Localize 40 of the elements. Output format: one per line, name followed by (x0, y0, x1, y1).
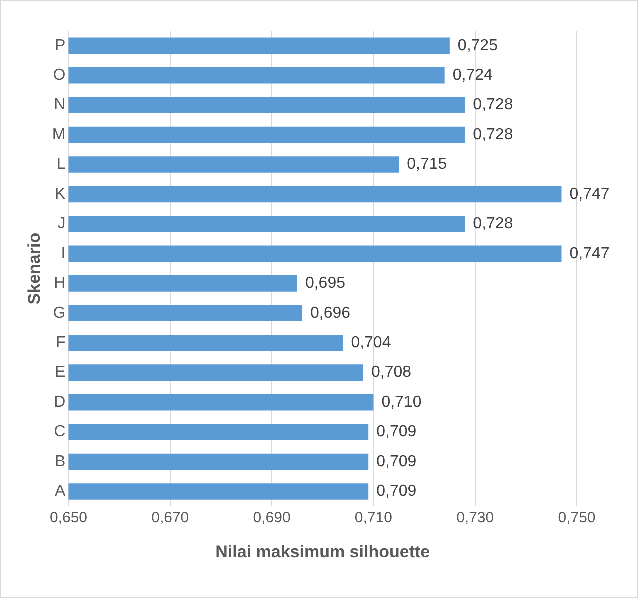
y-tick-label: J (58, 216, 66, 233)
x-axis-title: Nilai maksimum silhouette (216, 542, 430, 562)
y-tick-label: P (55, 37, 66, 54)
y-tick-label: D (54, 394, 66, 411)
y-tick-label: E (55, 364, 66, 382)
y-tick-label: L (56, 156, 66, 174)
data-label: 0,709 (376, 483, 417, 500)
data-label: 0,728 (473, 126, 514, 144)
data-label: 0,747 (570, 186, 610, 203)
data-label: 0,708 (372, 364, 412, 382)
x-tick-label: 0,670 (152, 510, 190, 527)
y-tick-label: N (54, 96, 66, 114)
y-tick-label: G (53, 304, 66, 322)
data-label: 0,704 (351, 334, 392, 352)
data-label: 0,725 (458, 37, 498, 54)
x-tick-label: 0,710 (354, 510, 392, 527)
data-label: 0,710 (382, 394, 422, 411)
data-label: 0,709 (376, 424, 417, 441)
y-tick-label: O (53, 66, 66, 84)
y-tick-label: I (61, 245, 66, 262)
y-tick-label: C (54, 424, 66, 441)
data-label: 0,715 (407, 156, 448, 174)
y-tick-label: F (56, 334, 66, 352)
y-tick-label: H (54, 275, 66, 292)
y-tick-label: K (55, 186, 66, 203)
data-label: 0,724 (452, 66, 493, 84)
data-label: 0,728 (473, 216, 514, 233)
data-label: 0,709 (376, 453, 417, 470)
data-label: 0,695 (305, 275, 346, 292)
data-label: 0,728 (473, 96, 514, 114)
y-tick-label: A (55, 483, 66, 500)
x-tick-label: 0,650 (50, 510, 88, 527)
x-tick-label: 0,690 (253, 510, 291, 527)
x-tick-label: 0,750 (558, 510, 596, 527)
data-label: 0,747 (570, 245, 610, 262)
y-axis-title: Skenario (24, 232, 44, 305)
y-tick-label: M (52, 126, 66, 144)
data-label: 0,696 (310, 304, 351, 322)
y-tick-label: B (55, 453, 66, 470)
x-tick-label: 0,730 (456, 510, 494, 527)
